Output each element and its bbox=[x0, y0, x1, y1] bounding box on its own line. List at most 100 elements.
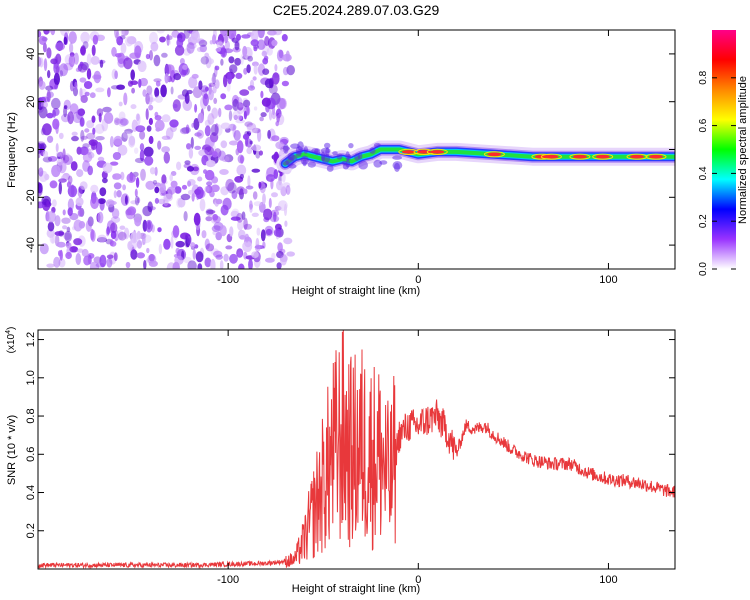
noise-blob bbox=[207, 105, 211, 112]
noise-blob bbox=[149, 167, 156, 175]
noise-blob bbox=[236, 164, 247, 176]
ridge-blob bbox=[336, 153, 343, 160]
noise-blob bbox=[227, 182, 237, 194]
noise-blob bbox=[80, 129, 85, 142]
noise-blob bbox=[234, 57, 242, 66]
noise-blob bbox=[280, 254, 288, 263]
noise-blob bbox=[205, 136, 215, 149]
noise-blob bbox=[94, 123, 105, 134]
noise-blob bbox=[70, 184, 75, 197]
noise-blob bbox=[281, 34, 288, 42]
ridge-blob bbox=[332, 151, 338, 156]
noise-blob bbox=[107, 87, 111, 98]
ridge-blob bbox=[311, 148, 319, 154]
noise-blob bbox=[251, 212, 259, 217]
noise-blob bbox=[87, 152, 95, 159]
noise-blob bbox=[161, 52, 168, 58]
noise-blob bbox=[169, 173, 173, 182]
noise-blob bbox=[266, 174, 275, 182]
noise-blob bbox=[111, 68, 118, 80]
noise-blob bbox=[210, 124, 219, 136]
noise-blob bbox=[242, 133, 250, 140]
noise-blob bbox=[264, 35, 270, 47]
noise-blob bbox=[139, 149, 145, 162]
noise-blob bbox=[174, 186, 182, 194]
noise-blob bbox=[200, 56, 209, 65]
noise-blob bbox=[95, 262, 105, 268]
noise-blob bbox=[243, 223, 252, 230]
noise-blob bbox=[235, 72, 243, 79]
noise-blob bbox=[279, 171, 283, 177]
noise-blob bbox=[211, 107, 219, 119]
noise-blob bbox=[95, 34, 105, 41]
noise-blob bbox=[192, 166, 199, 172]
noise-blob bbox=[46, 211, 57, 223]
noise-blob bbox=[57, 151, 65, 158]
noise-blob bbox=[219, 260, 224, 269]
noise-blob bbox=[204, 169, 215, 181]
noise-blob bbox=[237, 251, 243, 258]
noise-blob bbox=[205, 55, 212, 69]
noise-blob bbox=[247, 175, 251, 188]
noise-blob bbox=[154, 186, 160, 194]
noise-blob bbox=[205, 216, 213, 222]
noise-blob bbox=[118, 231, 127, 241]
spectrogram-x-tick-label: 100 bbox=[599, 274, 617, 286]
noise-blob bbox=[277, 242, 283, 253]
noise-blob bbox=[92, 34, 99, 45]
noise-blob bbox=[242, 240, 253, 253]
noise-blob bbox=[136, 239, 143, 249]
noise-blob bbox=[154, 197, 159, 204]
spectrogram-y-tick-label: 40 bbox=[25, 48, 37, 60]
noise-blob bbox=[192, 248, 196, 260]
noise-blob bbox=[220, 122, 231, 130]
noise-blob bbox=[260, 229, 266, 242]
ridge-blob bbox=[285, 156, 295, 166]
noise-blob bbox=[204, 257, 212, 268]
noise-blob bbox=[135, 113, 140, 121]
noise-blob bbox=[128, 135, 136, 146]
noise-blob bbox=[38, 35, 47, 46]
noise-blob bbox=[126, 173, 136, 183]
noise-blob bbox=[77, 108, 86, 116]
noise-blob bbox=[58, 181, 62, 195]
noise-blob bbox=[80, 46, 86, 55]
ridge-peak bbox=[572, 154, 587, 159]
noise-blob bbox=[279, 98, 287, 110]
noise-blob bbox=[191, 122, 195, 128]
noise-blob bbox=[86, 53, 92, 66]
noise-blob bbox=[115, 230, 124, 241]
noise-blob bbox=[268, 197, 272, 209]
noise-blob bbox=[213, 97, 218, 104]
noise-blob bbox=[223, 253, 229, 262]
snr-y-tick-label: 0.6 bbox=[25, 447, 37, 462]
noise-blob bbox=[42, 150, 49, 158]
noise-blob bbox=[62, 225, 68, 230]
noise-blob bbox=[163, 193, 173, 202]
ridge-peak bbox=[487, 152, 502, 157]
snr-y-axis-label: SNR (10 * v/v) bbox=[6, 415, 18, 485]
noise-blob bbox=[130, 69, 135, 81]
noise-blob bbox=[42, 42, 47, 53]
noise-blob bbox=[52, 109, 56, 118]
noise-blob bbox=[243, 110, 247, 120]
noise-blob bbox=[165, 127, 174, 140]
noise-blob bbox=[106, 258, 113, 268]
noise-blob bbox=[63, 36, 68, 45]
ridge-blob bbox=[283, 143, 289, 154]
noise-blob bbox=[247, 85, 256, 91]
noise-blob bbox=[91, 115, 96, 123]
noise-blob bbox=[231, 208, 240, 220]
noise-blob bbox=[90, 228, 95, 241]
noise-blob bbox=[127, 241, 133, 251]
noise-blob bbox=[280, 186, 287, 197]
noise-blob bbox=[276, 262, 282, 269]
noise-blob bbox=[49, 180, 58, 189]
noise-blob bbox=[262, 57, 269, 65]
noise-blob bbox=[67, 198, 74, 211]
noise-blob bbox=[53, 256, 61, 268]
noise-blob bbox=[236, 101, 245, 115]
noise-blob bbox=[109, 239, 114, 247]
noise-blob bbox=[40, 96, 50, 103]
